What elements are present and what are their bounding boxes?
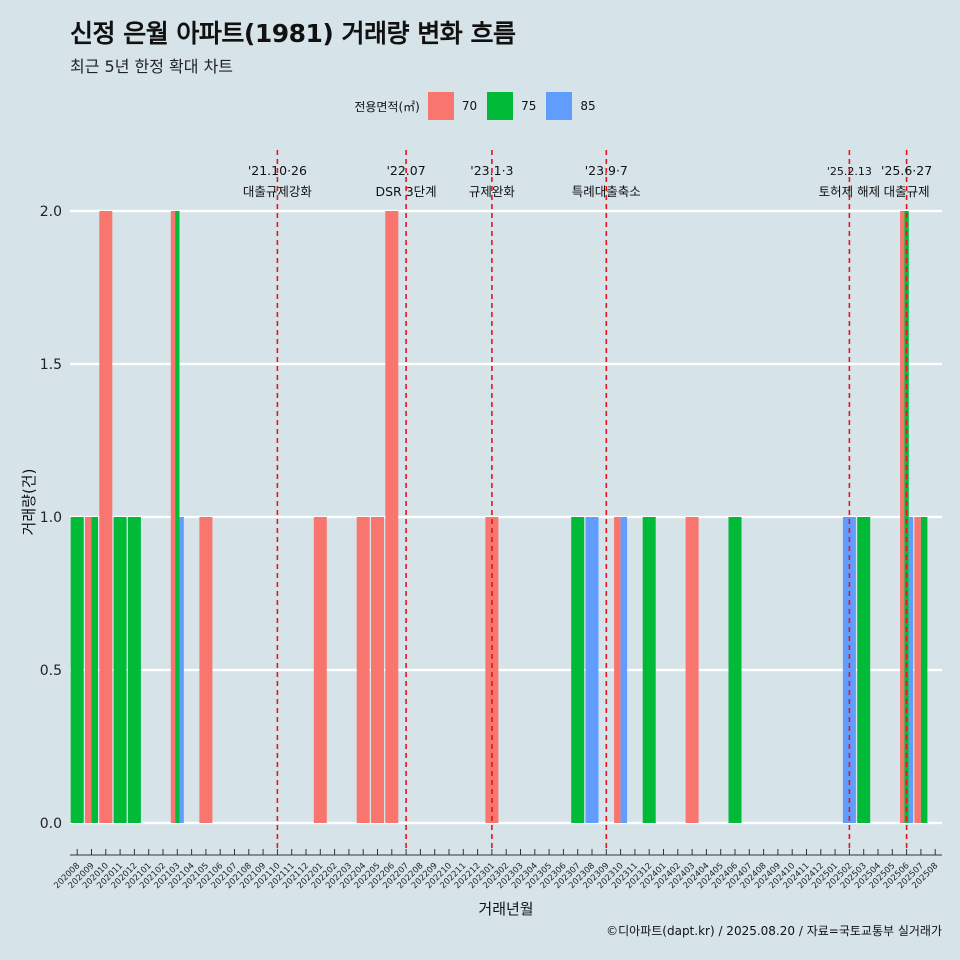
bar-202103-85 xyxy=(179,517,184,823)
bar-202312-75 xyxy=(642,517,656,823)
source-caption: ©디아파트(dapt.kr) / 2025.08.20 / 자료=국토교통부 실… xyxy=(606,924,942,938)
event-date-202207: '22.07 xyxy=(386,163,425,178)
bar-202307-75 xyxy=(571,517,585,823)
bar-202506-75 xyxy=(904,211,909,823)
chart-title: 신정 은월 아파트(1981) 거래량 변화 흐름 xyxy=(70,19,516,48)
bar-202310-70 xyxy=(614,517,621,823)
bar-202403-70 xyxy=(685,517,699,823)
event-date-202110: '21.10·26 xyxy=(248,163,307,178)
bar-202011-75 xyxy=(113,517,127,823)
bar-202507-70 xyxy=(914,517,921,823)
legend-item-85: 85 xyxy=(546,92,596,120)
legend-title: 전용면적(㎡) xyxy=(354,99,420,114)
event-layer: '21.10·26 대출규제강화 '22.07 DSR 3단계 '23.1·3 규제완화 '… xyxy=(243,150,932,850)
axis-layer: 0.00.51.01.52.02020082020092020102020112… xyxy=(20,204,942,918)
x-axis-title: 거래년월 xyxy=(478,900,533,918)
y-axis-title: 거래량(건) xyxy=(20,469,38,536)
event-date-202506: '25.6·27 xyxy=(881,163,932,178)
bar-202502-85 xyxy=(842,517,856,823)
event-date-202502: '25.2.13 xyxy=(827,165,872,178)
event-label-202502: 토허제 해제 xyxy=(819,184,880,199)
y-tick-label: 1.5 xyxy=(40,357,62,373)
event-label-202110: 대출규제강화 xyxy=(243,184,313,199)
bar-202206-70 xyxy=(385,211,399,823)
bar-202103-75 xyxy=(175,211,180,823)
bar-202201-70 xyxy=(313,517,327,823)
bar-202507-75 xyxy=(920,517,928,823)
event-label-202506: 대출규제 xyxy=(884,184,930,199)
y-tick-label: 2.0 xyxy=(40,204,62,220)
bar-202009-70 xyxy=(85,517,92,823)
bar-202406-75 xyxy=(728,517,742,823)
legend-swatch-75 xyxy=(487,92,514,120)
legend-item-70: 70 xyxy=(427,92,478,120)
bar-202010-70 xyxy=(99,211,113,823)
chart-subtitle: 최근 5년 한정 확대 차트 xyxy=(70,57,234,76)
legend-label-75: 75 xyxy=(521,99,537,113)
legend-label-85: 85 xyxy=(580,99,596,113)
bar-202008-75 xyxy=(70,517,84,823)
bar-202308-85 xyxy=(585,517,599,823)
bar-202503-75 xyxy=(857,517,871,823)
bar-layer xyxy=(70,211,928,823)
y-tick-label: 0.0 xyxy=(40,816,62,832)
legend-swatch-70 xyxy=(427,92,454,120)
bar-202012-75 xyxy=(127,517,141,823)
bar-202009-75 xyxy=(91,517,98,823)
bar-202506-70 xyxy=(900,211,905,823)
event-label-202309: 특례대출축소 xyxy=(572,184,641,199)
bar-202506-85 xyxy=(908,517,914,823)
bar-202205-70 xyxy=(371,517,384,823)
event-date-202309: '23.9·7 xyxy=(585,163,628,178)
bar-202103-70 xyxy=(170,211,176,823)
bar-202204-70 xyxy=(356,517,370,823)
bar-202310-85 xyxy=(620,517,628,823)
legend: 전용면적(㎡) 70 75 85 xyxy=(0,92,960,120)
event-label-202207: DSR 3단계 xyxy=(376,184,437,199)
event-label-202301: 규제완화 xyxy=(469,184,516,199)
legend-item-75: 75 xyxy=(487,92,536,120)
bar-202105-70 xyxy=(199,517,213,823)
event-date-202301: '23.1·3 xyxy=(470,163,513,178)
y-tick-label: 0.5 xyxy=(40,663,62,679)
grid-layer xyxy=(70,209,942,825)
y-tick-label: 1.0 xyxy=(40,510,62,526)
bar-202301-70 xyxy=(485,517,499,823)
legend-swatch-85 xyxy=(546,92,573,120)
legend-label-70: 70 xyxy=(461,99,478,113)
